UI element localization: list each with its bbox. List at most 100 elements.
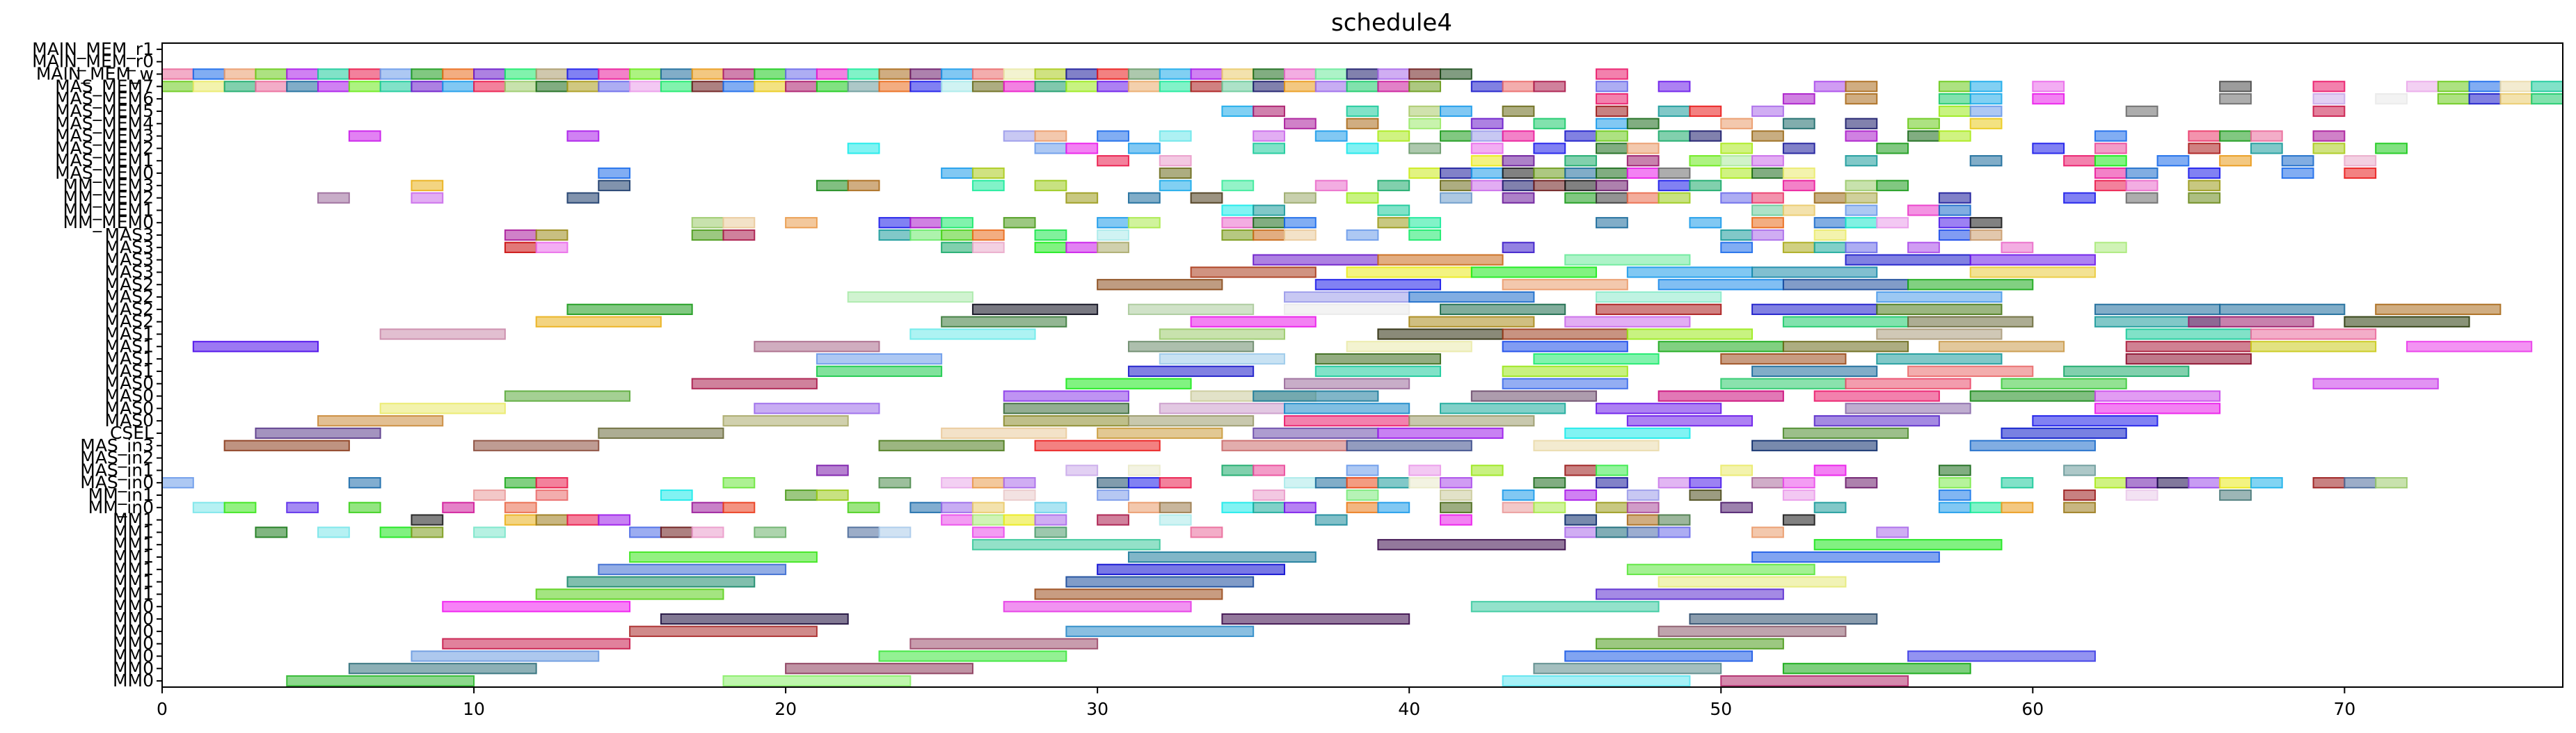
task-bar (2219, 489, 2252, 501)
task-bar (2250, 341, 2377, 353)
task-bar (1127, 365, 1255, 378)
y-tick-label: MM_in0 (88, 497, 154, 517)
task-bar (1782, 241, 1815, 253)
task-bar (1596, 143, 1628, 154)
task-bar (2001, 427, 2127, 440)
task-bar (2063, 501, 2096, 513)
task-bar (1221, 179, 1255, 191)
task-bar (1689, 613, 1878, 625)
task-bar (2188, 143, 2221, 154)
task-bar (2468, 81, 2502, 92)
task-bar (1003, 81, 1036, 92)
task-bar (1283, 229, 1317, 241)
y-axis-ticks: MM0MM0MM0MM0MM0MM0MM0MM1MM1MM1MM1MM1MM1M… (32, 39, 162, 691)
task-bar (1751, 130, 1784, 142)
task-bar (1253, 143, 1285, 154)
task-bar (566, 514, 600, 526)
task-bar (941, 229, 973, 241)
task-bar (2032, 415, 2158, 427)
task-bar (1190, 316, 1317, 328)
task-bar (1782, 118, 1815, 129)
task-bar (1253, 427, 1379, 440)
task-bar (1440, 179, 1472, 191)
task-bar (1657, 192, 1691, 204)
task-bar (1596, 179, 1628, 191)
task-bar (1720, 353, 1847, 365)
task-bar (1065, 143, 1099, 154)
task-bar (1253, 254, 1379, 266)
task-bar (2312, 143, 2346, 154)
task-bar (1845, 254, 1971, 266)
task-bar (1034, 179, 1067, 191)
task-bar (1159, 477, 1192, 489)
task-bar (1377, 501, 1410, 513)
task-bar (1377, 254, 1504, 266)
task-bar (1470, 465, 1504, 476)
task-bar (1907, 279, 2034, 291)
task-bar (785, 68, 818, 80)
task-bar (1065, 625, 1255, 637)
task-bar (1657, 625, 1847, 637)
task-bar (1253, 105, 1285, 118)
task-bar (1221, 465, 1255, 476)
task-bar (1502, 167, 1535, 179)
task-bar (2499, 93, 2533, 105)
task-bar (1751, 204, 1784, 216)
task-bar (566, 576, 756, 588)
task-bar (1596, 403, 1722, 414)
task-bar (223, 81, 257, 92)
task-bar (255, 68, 288, 80)
task-bar (473, 81, 506, 92)
task-bar (1657, 341, 1784, 353)
task-bar (1377, 179, 1410, 191)
task-bar (2375, 303, 2502, 315)
y-tick-label: MM1 (113, 547, 154, 567)
task-bar (1502, 155, 1535, 167)
task-bar (2094, 303, 2221, 315)
task-bar (1034, 588, 1223, 600)
task-bar (2312, 93, 2346, 105)
task-bar (2156, 155, 2190, 167)
task-bar (847, 81, 880, 92)
task-bar (1346, 192, 1379, 204)
task-bar (1596, 303, 1722, 315)
task-bar (2125, 489, 2158, 501)
task-bar (1938, 204, 1971, 216)
x-tick-label: 20 (774, 699, 797, 719)
task-bar (566, 303, 693, 315)
task-bar (317, 68, 350, 80)
task-bar (629, 81, 662, 92)
y-tick-label: MM1 (113, 522, 154, 542)
y-tick-label: MAS_in2 (80, 448, 154, 468)
task-bar (348, 501, 381, 513)
task-bar (1938, 341, 2065, 353)
task-bar (1253, 489, 1285, 501)
task-bar (2125, 353, 2252, 365)
task-bar (535, 316, 662, 328)
task-bar (442, 68, 475, 80)
task-bar (2094, 477, 2127, 489)
task-bar (2250, 143, 2283, 154)
task-bar (2312, 105, 2346, 118)
task-bar (1127, 68, 1161, 80)
task-bar (1408, 229, 1442, 241)
task-bar (1127, 415, 1255, 427)
task-bar (1097, 68, 1129, 80)
task-bar (1159, 403, 1285, 414)
task-bar (660, 68, 693, 80)
task-bar (1938, 81, 1971, 92)
task-bar (1097, 427, 1223, 440)
task-bar (1938, 217, 1971, 229)
task-bar (1938, 229, 1971, 241)
task-bar (722, 501, 756, 513)
task-bar (941, 241, 973, 253)
y-tick-label: MAS1 (105, 336, 154, 356)
task-bar (2063, 465, 2096, 476)
task-bar (223, 440, 350, 451)
task-bar (1657, 526, 1691, 538)
task-bar (348, 130, 381, 142)
y-tick-label: MM1 (113, 583, 154, 604)
task-bar (1127, 551, 1317, 563)
task-bar (1845, 204, 1878, 216)
plot-frame (161, 42, 2563, 688)
